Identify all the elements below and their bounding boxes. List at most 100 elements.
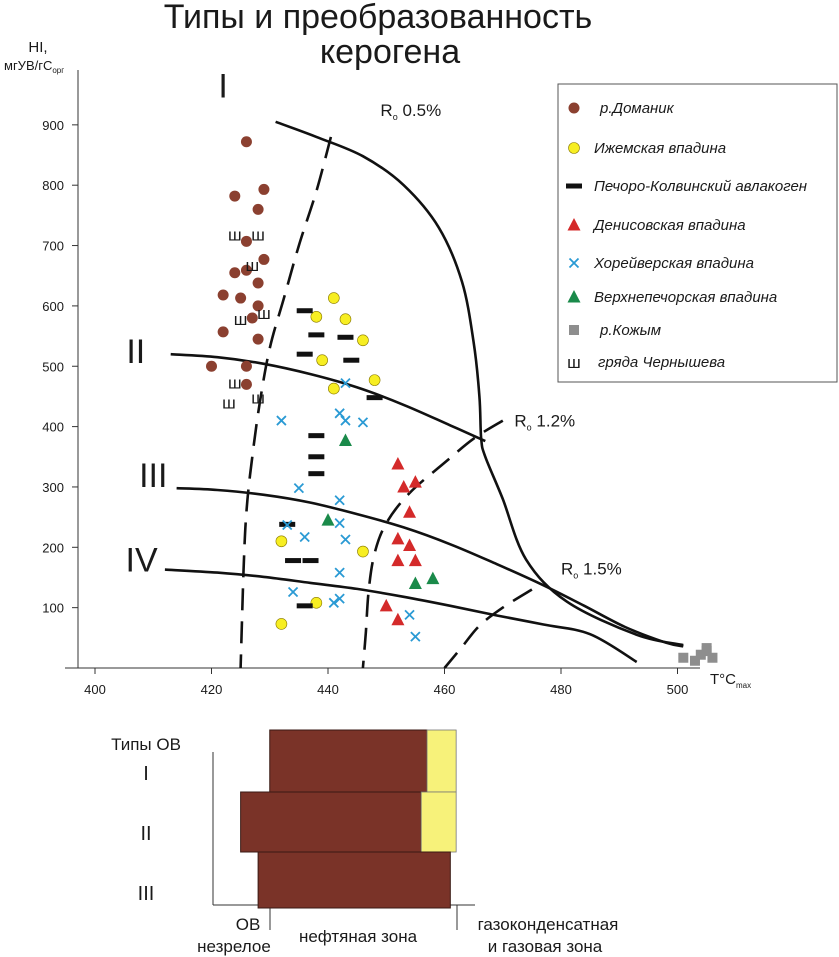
legend-label-2: Ижемская впадина [594,140,726,157]
data-point-series-6 [408,576,422,590]
legend-marker-3 [566,183,582,189]
data-point-series-1 [217,326,229,338]
data-point-series-1 [240,235,252,247]
x-tick-label: 500 [667,682,689,697]
data-point-series-8: ш [251,226,265,245]
zone-label-immature-2: незрелое [197,937,271,956]
y-tick-label: 700 [42,239,64,254]
zone-label-gas-1: газоконденсатная [478,915,619,934]
y-tick-label: 900 [42,118,64,133]
y-axis-label-line-2: мгУВ/гСорг [4,58,64,75]
x-tick-label: 460 [434,682,456,697]
data-point-series-7 [701,646,712,657]
data-point-series-3 [296,308,313,314]
data-point-series-5 [340,378,351,389]
kerogen-type-curve-ii [170,352,486,443]
svg-text:ш: ш [251,389,265,408]
data-point-series-5 [334,593,345,604]
y-tick-label: 400 [42,420,64,435]
oil-zone-bar-iii [257,851,451,909]
y-axis-label-line-1: HI, [28,39,47,56]
data-point-series-1 [258,183,270,195]
legend-box [557,83,838,383]
data-point-series-1 [246,312,258,324]
data-point-series-2 [310,597,323,609]
data-point-series-3 [308,332,325,338]
oil-zone-bar-i [269,729,428,793]
data-point-series-8: ш [228,374,242,393]
data-point-series-4 [403,505,417,518]
data-point-series-8: ш [245,256,259,275]
data-point-series-1 [206,360,217,372]
y-tick-label: 200 [42,540,64,555]
data-point-series-1 [217,289,229,301]
zone-chart-header: Типы ОВ [111,735,181,754]
kerogen-type-curve-iv [164,568,638,664]
data-point-series-1 [229,267,241,279]
data-point-series-5 [334,408,345,419]
zone-label-gas-2: и газовая зона [488,937,603,956]
legend-marker-7 [569,325,579,335]
legend-label-3: Печоро-Колвинский авлакоген [594,178,807,195]
svg-text:ш: ш [234,310,248,329]
data-point-series-5 [357,417,369,428]
data-point-series-3 [296,351,313,357]
reflectance-label-2: Ro 1.2% [514,412,575,433]
svg-text:ш: ш [222,393,236,412]
data-point-series-3 [308,433,325,439]
zone-row-label-iii: III [138,883,155,905]
y-tick-label: 300 [42,480,64,495]
legend-label-7: р.Кожым [599,322,661,339]
svg-text:ш: ш [245,256,259,275]
kerogen-type-label-iii: III [139,457,167,495]
y-tick-label: 100 [42,601,64,616]
zone-label-immature-1: ОВ [236,915,261,934]
y-tick-label: 500 [42,359,64,374]
data-point-series-2 [357,545,369,558]
legend-marker-5 [568,257,580,269]
reflectance-label-1: Ro 0.5% [380,101,441,122]
data-point-series-1 [240,264,252,276]
data-point-series-8: ш [228,226,242,245]
data-point-series-5 [334,518,345,529]
legend-label-4: Денисовская впадина [592,217,746,234]
data-point-series-3 [343,357,360,363]
data-point-series-5 [340,534,351,545]
data-point-series-3 [308,471,325,477]
chart-title-line-1: Типы и преобразованность [164,0,593,36]
data-point-series-1 [235,292,247,304]
data-point-series-1 [252,300,264,312]
data-point-series-2 [357,334,369,347]
data-point-series-7 [678,652,689,663]
data-point-series-5 [282,519,293,531]
data-point-series-5 [299,531,310,543]
data-point-series-4 [397,479,411,493]
vitrinite-reflectance-isoline-3 [443,588,533,669]
svg-text:ш: ш [228,226,242,245]
data-point-series-7 [695,649,706,660]
legend-marker-2 [568,142,580,154]
data-point-series-8: ш [222,393,236,412]
data-point-series-6 [338,433,352,446]
kerogen-type-curve-i [275,120,684,647]
data-point-series-1 [252,203,264,215]
data-point-series-4 [391,457,405,470]
kerogen-type-curve-iii [176,486,684,648]
data-point-series-1 [240,360,252,372]
x-tick-label: 440 [317,682,339,697]
x-tick-label: 420 [201,682,223,697]
data-point-series-4 [391,531,405,545]
data-point-series-5 [287,586,299,598]
data-point-series-4 [379,598,393,612]
data-point-series-3 [302,558,319,564]
data-point-series-8: ш [234,310,248,329]
legend-marker-6 [567,290,581,303]
data-point-series-5 [276,415,287,426]
data-point-series-1 [240,136,252,148]
data-point-series-2 [339,313,352,325]
legend-label-1: р.Доманик [599,100,675,117]
data-point-series-2 [328,382,340,395]
data-point-series-4 [408,553,422,567]
x-axis-label: T°Cmax [710,671,751,690]
